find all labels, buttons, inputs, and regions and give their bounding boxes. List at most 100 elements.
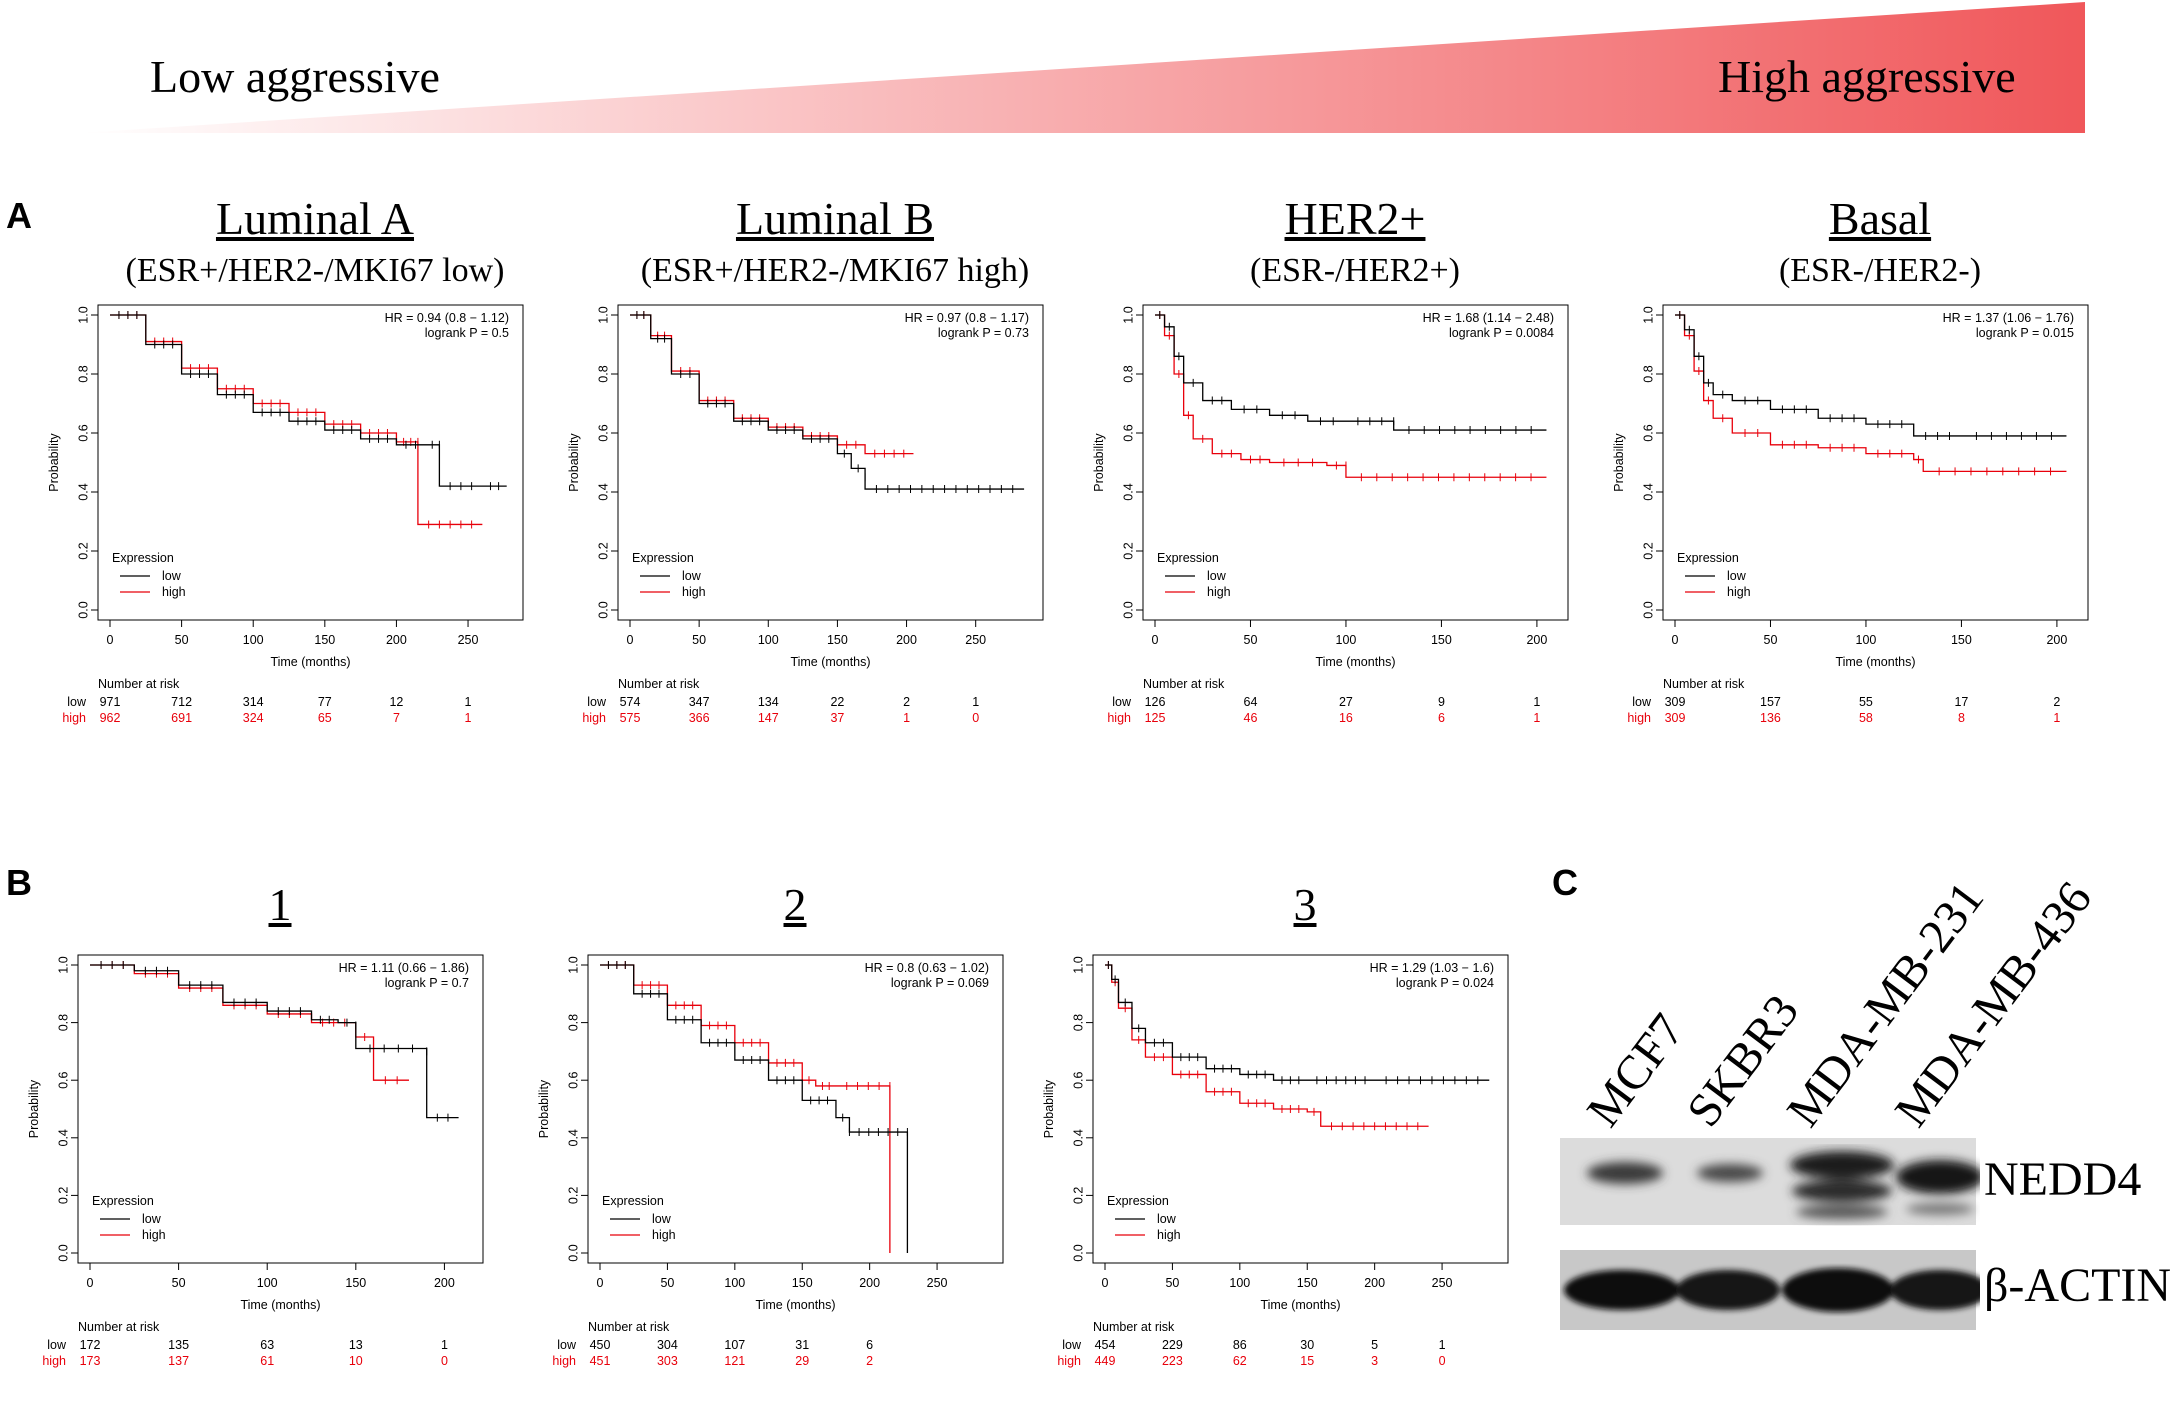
y-tick-label: 0.8 [1071, 1014, 1085, 1031]
legend-label-high: high [652, 1228, 676, 1242]
legend-label-low: low [1207, 569, 1227, 583]
y-tick-label: 0.8 [596, 365, 610, 382]
y-tick-label: 0.6 [76, 424, 90, 441]
risk-value-high: 1 [2053, 711, 2060, 725]
risk-value-high: 61 [260, 1354, 274, 1368]
risk-value-low: 304 [657, 1338, 678, 1352]
x-tick-label: 200 [1526, 633, 1547, 647]
x-tick-label: 0 [1102, 1276, 1109, 1290]
km-chart-luminal-b: 0 50 100 150 200 250 Time (months) 0.0 0.2 0.4 0.6… [567, 304, 1044, 725]
high-aggressive-label: High aggressive [1718, 51, 2016, 102]
x-tick-label: 100 [1336, 633, 1357, 647]
risk-value-low: 454 [1095, 1338, 1116, 1352]
km-curve-high [110, 314, 483, 526]
logrank-annotation: logrank P = 0.5 [425, 326, 509, 340]
risk-table-title: Number at risk [588, 1320, 670, 1334]
subtype-subtitle-luminal-b: (ESR+/HER2-/MKI67 high) [640, 252, 1030, 289]
risk-value-high: 173 [80, 1354, 101, 1368]
x-axis-label: Time (months) [1315, 655, 1395, 669]
aggressiveness-gradient-banner [80, 2, 2085, 133]
x-tick-label: 200 [2046, 633, 2067, 647]
x-tick-label: 150 [1951, 633, 1972, 647]
risk-table-title: Number at risk [78, 1320, 160, 1334]
y-tick-label: 0.0 [1121, 601, 1135, 618]
legend-title: Expression [112, 551, 174, 565]
y-tick-label: 0.4 [1641, 483, 1655, 500]
band-label-nedd4: NEDD4 [1984, 1153, 2142, 1206]
risk-value-low: 30 [1300, 1338, 1314, 1352]
risk-value-low: 314 [243, 695, 264, 709]
risk-value-low: 27 [1339, 695, 1353, 709]
x-tick-label: 200 [434, 1276, 455, 1290]
legend-label-high: high [682, 585, 706, 599]
legend-label-high: high [162, 585, 186, 599]
legend-label-low: low [652, 1212, 672, 1226]
risk-value-high: 58 [1859, 711, 1873, 725]
y-tick-label: 1.0 [566, 956, 580, 973]
km-curve-low [1105, 964, 1490, 1081]
km-chart-luminal-a: 0 50 100 150 200 250 Time (months) 0.0 0.2 0.4 0.6… [47, 304, 524, 725]
x-tick-label: 50 [692, 633, 706, 647]
km-chart-cluster-2: 0 50 100 150 200 250 Time (months) 0.0 0.2 0.4 0.6… [537, 954, 1004, 1368]
y-tick-label: 1.0 [1121, 306, 1135, 323]
risk-value-low: 229 [1162, 1338, 1183, 1352]
risk-value-low: 31 [795, 1338, 809, 1352]
y-tick-label: 0.0 [76, 601, 90, 618]
gradient-triangle [80, 2, 2085, 133]
y-axis-label: Probability [47, 433, 61, 492]
x-tick-label: 0 [1672, 633, 1679, 647]
risk-value-low: 2 [2053, 695, 2060, 709]
censor-marks-low [118, 311, 500, 491]
logrank-annotation: logrank P = 0.024 [1396, 976, 1494, 990]
risk-value-low: 63 [260, 1338, 274, 1352]
nedd4-bands [1587, 1151, 1980, 1219]
km-chart-basal: 0 50 100 150 200 Time (months) 0.0 0.2 0.4 0.6 0.8… [1612, 304, 2089, 725]
risk-value-low: 134 [758, 695, 779, 709]
risk-value-low: 13 [349, 1338, 363, 1352]
risk-value-low: 157 [1760, 695, 1781, 709]
y-tick-label: 0.8 [56, 1014, 70, 1031]
risk-row-label-low: low [67, 695, 87, 709]
subtype-title-her2: HER2+ [1284, 193, 1426, 244]
risk-row-label-low: low [557, 1338, 577, 1352]
risk-row-label-low: low [1632, 695, 1652, 709]
x-axis-label: Time (months) [1260, 1298, 1340, 1312]
subtype-title-luminal-b: Luminal B [735, 193, 935, 244]
legend-label-low: low [162, 569, 182, 583]
legend-label-high: high [1157, 1228, 1181, 1242]
risk-value-low: 971 [100, 695, 121, 709]
risk-value-low: 17 [1954, 695, 1968, 709]
risk-value-low: 2 [903, 695, 910, 709]
y-tick-label: 0.4 [566, 1129, 580, 1146]
y-tick-label: 0.2 [596, 542, 610, 559]
x-tick-label: 250 [927, 1276, 948, 1290]
risk-value-low: 6 [866, 1338, 873, 1352]
km-curve-low [1155, 314, 1547, 431]
risk-value-high: 136 [1760, 711, 1781, 725]
risk-value-high: 16 [1339, 711, 1353, 725]
x-tick-label: 250 [458, 633, 479, 647]
x-tick-label: 250 [965, 633, 986, 647]
x-tick-label: 150 [314, 633, 335, 647]
x-tick-label: 50 [172, 1276, 186, 1290]
x-tick-label: 50 [175, 633, 189, 647]
x-axis-label: Time (months) [755, 1298, 835, 1312]
km-curve-low [110, 314, 507, 487]
x-axis-label: Time (months) [240, 1298, 320, 1312]
y-tick-label: 0.4 [596, 483, 610, 500]
logrank-annotation: logrank P = 0.015 [1976, 326, 2074, 340]
logrank-annotation: logrank P = 0.069 [891, 976, 989, 990]
subtype-subtitle-luminal-a: (ESR+/HER2-/MKI67 low) [125, 252, 505, 289]
risk-value-low: 64 [1244, 695, 1258, 709]
x-tick-label: 50 [1244, 633, 1258, 647]
subtype-title-basal: Basal [1828, 193, 1932, 244]
risk-value-low: 135 [168, 1338, 189, 1352]
y-tick-label: 1.0 [76, 306, 90, 323]
cluster-title-1: 1 [268, 879, 292, 930]
risk-value-low: 1 [465, 695, 472, 709]
panel-b-letter: B [6, 862, 32, 903]
risk-value-high: 121 [724, 1354, 745, 1368]
risk-value-low: 347 [689, 695, 710, 709]
hr-annotation: HR = 1.37 (1.06 − 1.76) [1943, 311, 2074, 325]
censor-marks-low [1159, 311, 1532, 435]
